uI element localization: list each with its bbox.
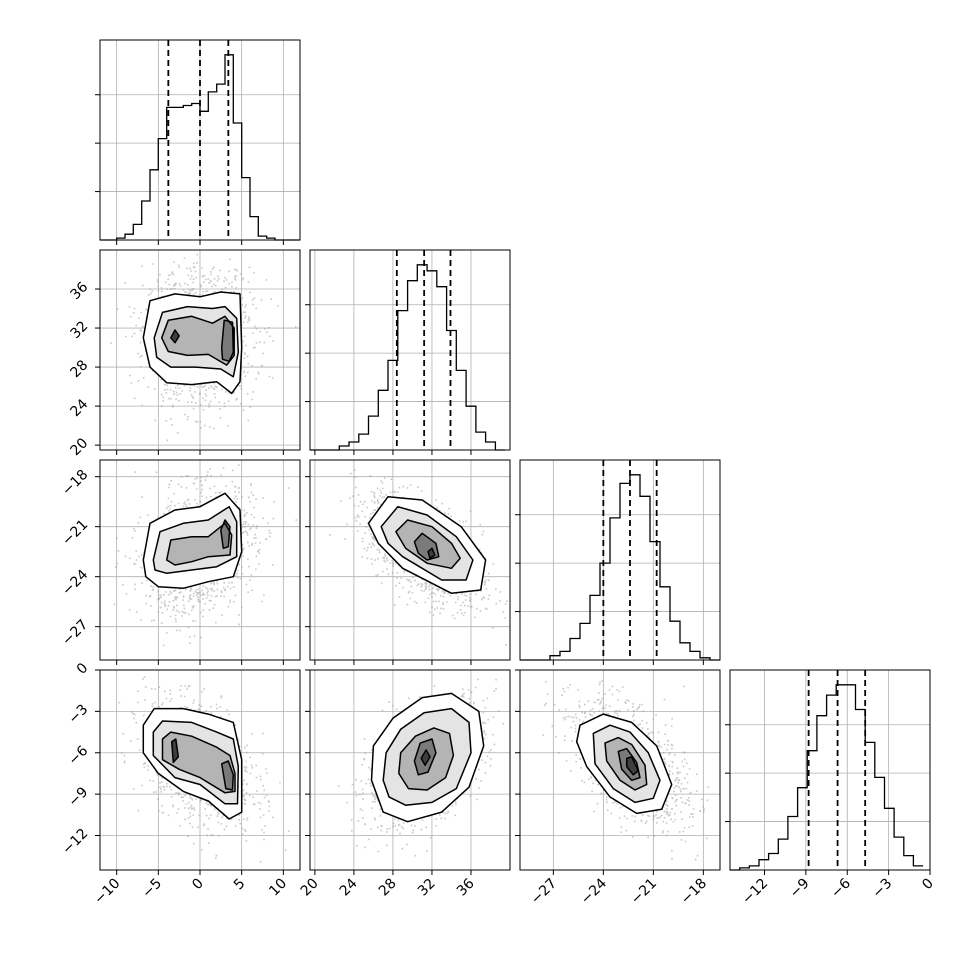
x-tick-label-0-4: 10 — [266, 876, 290, 900]
y-tick-label-1-3: 32 — [67, 318, 91, 342]
pair-5-contour-1 — [592, 724, 661, 804]
x-tick-label-2-3: −18 — [678, 876, 710, 908]
x-tick-label-0-1: −5 — [139, 876, 165, 902]
pair-3-contour-0 — [142, 707, 243, 820]
x-tick-label-1-1: 24 — [337, 875, 361, 899]
pair-2-scatter — [329, 469, 508, 646]
x-tick-label-1-3: 32 — [415, 876, 439, 900]
x-tick-label-2-2: −21 — [628, 876, 660, 908]
hist-panel-2 — [515, 459, 721, 665]
y-tick-label-3-3: −3 — [66, 701, 92, 727]
pair-5-contour-0 — [575, 713, 673, 815]
pair-2-frame — [309, 459, 511, 661]
pair-panel-0-1 — [95, 249, 301, 455]
pair-0-contour-2 — [160, 315, 235, 366]
pair-0-contour-3 — [220, 319, 235, 362]
pair-0-contour-4 — [170, 329, 180, 344]
pair-5-frame — [519, 669, 721, 871]
pair-panel-1-3 — [305, 669, 511, 875]
x-tick-label-0-3: 5 — [231, 876, 249, 894]
pair-4-contour-4 — [420, 749, 431, 766]
pair-1-contour-0 — [142, 492, 243, 590]
pair-4-contour-3 — [413, 738, 437, 776]
pair-0-contour-0 — [142, 291, 243, 395]
pair-1-frame — [99, 459, 301, 661]
pair-5-contour-3 — [617, 747, 641, 782]
pair-0-density-2 — [161, 316, 235, 366]
x-tick-label-3-0: −12 — [739, 876, 771, 908]
x-tick-label-3-2: −6 — [828, 875, 854, 901]
y-tick-label-1-1: 24 — [67, 396, 91, 420]
x-tick-label-0-2: 0 — [189, 876, 207, 894]
pair-4-contour-1 — [382, 707, 472, 806]
y-tick-label-3-1: −9 — [66, 784, 92, 810]
y-tick-label-1-2: 28 — [67, 357, 91, 381]
pair-1-contour-2 — [165, 522, 233, 566]
hist-3-outline — [730, 684, 924, 871]
pair-3-contour-1 — [152, 720, 240, 805]
pair-1-contour-1 — [152, 505, 238, 575]
hist-1-outline — [310, 264, 506, 451]
y-tick-label-3-0: −12 — [59, 826, 91, 858]
x-tick-label-3-3: −3 — [870, 876, 896, 902]
pair-4-contour-2 — [398, 727, 455, 791]
pair-2-contour-4 — [427, 547, 436, 560]
y-tick-label-1-4: 36 — [67, 279, 91, 303]
hist-2-frame — [519, 459, 721, 661]
y-tick-label-1-0: 20 — [67, 435, 91, 459]
pair-2-contour-2 — [395, 519, 461, 570]
pair-5-density-4 — [626, 756, 639, 775]
x-tick-label-2-1: −24 — [578, 875, 610, 907]
pair-4-contour-0 — [370, 692, 485, 823]
pair-2-contour-3 — [413, 532, 440, 561]
pair-panel-0-2 — [95, 459, 301, 665]
pair-3-contour-3 — [220, 760, 235, 791]
y-tick-label-2-3: −18 — [59, 467, 91, 499]
pair-4-frame — [309, 669, 511, 871]
hist-panel-3 — [725, 669, 931, 875]
hist-1-frame — [309, 249, 511, 451]
hist-0-outline — [100, 54, 300, 241]
hist-panel-0 — [95, 39, 301, 245]
pair-3-density-2 — [162, 732, 235, 793]
x-tick-label-1-0: 20 — [298, 876, 322, 900]
pair-3-contour-2 — [161, 731, 236, 794]
hist-0-frame — [99, 39, 301, 241]
pair-5-contour-4 — [625, 756, 640, 776]
x-tick-label-3-4: 0 — [919, 876, 937, 894]
y-tick-label-2-1: −24 — [59, 567, 91, 599]
y-tick-label-2-2: −21 — [59, 517, 91, 549]
hist-panel-1 — [305, 249, 511, 455]
y-tick-label-2-0: −27 — [59, 617, 91, 649]
y-tick-label-3-2: −6 — [66, 743, 92, 769]
pair-1-density-2 — [166, 523, 232, 565]
hist-3-frame — [729, 669, 931, 871]
y-tick-label-3-4: 0 — [74, 660, 92, 678]
pair-5-contour-2 — [604, 736, 648, 791]
pair-panel-1-2 — [305, 459, 511, 665]
pair-0-density-3 — [221, 320, 234, 362]
pair-2-contour-0 — [367, 495, 487, 595]
x-tick-label-1-2: 28 — [376, 876, 400, 900]
x-tick-label-2-0: −27 — [528, 876, 560, 908]
pair-2-contour-1 — [380, 505, 474, 581]
pair-0-frame — [99, 249, 301, 451]
pair-panel-0-3 — [95, 669, 301, 875]
hist-2-outline — [520, 474, 720, 661]
pair-3-frame — [99, 669, 301, 871]
x-tick-label-0-0: −10 — [91, 876, 123, 908]
pair-3-contour-4 — [170, 738, 180, 764]
pair-0-contour-1 — [153, 305, 240, 378]
pair-panel-2-3 — [515, 669, 721, 875]
pair-1-contour-3 — [220, 519, 231, 550]
x-tick-label-1-4: 36 — [454, 875, 478, 899]
x-tick-label-3-1: −9 — [787, 876, 813, 902]
